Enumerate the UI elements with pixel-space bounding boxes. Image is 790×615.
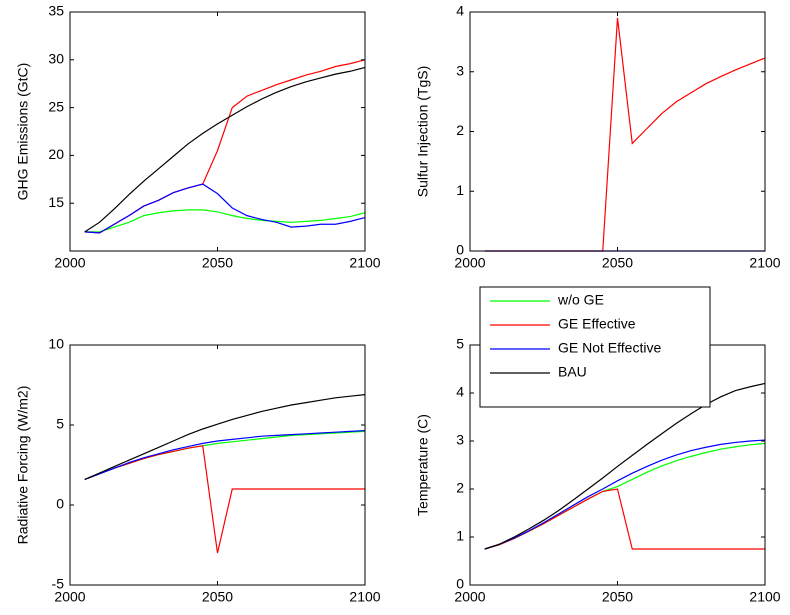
- x-tick-label: 2050: [202, 255, 233, 271]
- y-tick-label: 1: [456, 182, 464, 198]
- y-tick-label: 35: [48, 3, 64, 19]
- series-line: [84, 183, 366, 234]
- legend-label: w/o GE: [557, 292, 604, 308]
- y-tick-label: 30: [48, 51, 64, 67]
- y-tick-label: 5: [56, 416, 64, 432]
- x-tick-label: 2000: [454, 589, 485, 605]
- y-tick-label: 15: [48, 194, 64, 210]
- y-tick-label: 0: [456, 242, 464, 258]
- axes-box: [470, 12, 765, 251]
- x-tick-label: 2000: [54, 589, 85, 605]
- series-line: [484, 382, 766, 550]
- y-tick-label: 3: [456, 62, 464, 78]
- y-tick-label: 25: [48, 98, 64, 114]
- legend-label: BAU: [558, 364, 587, 380]
- y-tick-label: -5: [52, 576, 65, 592]
- y-tick-label: 2: [456, 480, 464, 496]
- series-line: [84, 445, 365, 554]
- legend-label: GE Not Effective: [558, 340, 661, 356]
- x-tick-label: 2100: [749, 589, 780, 605]
- x-tick-label: 2000: [454, 255, 485, 271]
- x-tick-label: 2050: [602, 255, 633, 271]
- y-tick-label: 2: [456, 122, 464, 138]
- legend-label: GE Effective: [558, 316, 636, 332]
- series-line: [484, 439, 766, 550]
- legend-box: [479, 286, 711, 408]
- series-line: [84, 209, 366, 233]
- y-axis-label: Radiative Forcing (W/m2): [15, 386, 31, 545]
- y-axis-label: GHG Emissions (GtC): [15, 63, 31, 201]
- y-tick-label: 1: [456, 528, 464, 544]
- x-tick-label: 2100: [749, 255, 780, 271]
- y-tick-label: 0: [456, 576, 464, 592]
- y-tick-label: 3: [456, 432, 464, 448]
- y-tick-label: 4: [456, 3, 464, 19]
- x-tick-label: 2050: [602, 589, 633, 605]
- x-tick-label: 2050: [202, 589, 233, 605]
- x-tick-label: 2100: [349, 255, 380, 271]
- series-line: [84, 66, 366, 233]
- y-tick-label: 10: [48, 336, 64, 352]
- axes: [470, 12, 765, 251]
- y-axis-label: Temperature (C): [415, 414, 431, 516]
- x-tick-label: 2100: [349, 589, 380, 605]
- y-tick-label: 0: [56, 496, 64, 512]
- axes: [70, 12, 365, 251]
- y-tick-label: 4: [456, 384, 464, 400]
- x-tick-label: 2000: [54, 255, 85, 271]
- y-axis-label: Sulfur Injection (TgS): [415, 66, 431, 198]
- y-tick-label: 20: [48, 146, 64, 162]
- y-tick-label: 5: [456, 336, 464, 352]
- series-line: [84, 394, 366, 480]
- axes-box: [70, 12, 365, 251]
- series-line: [84, 430, 366, 480]
